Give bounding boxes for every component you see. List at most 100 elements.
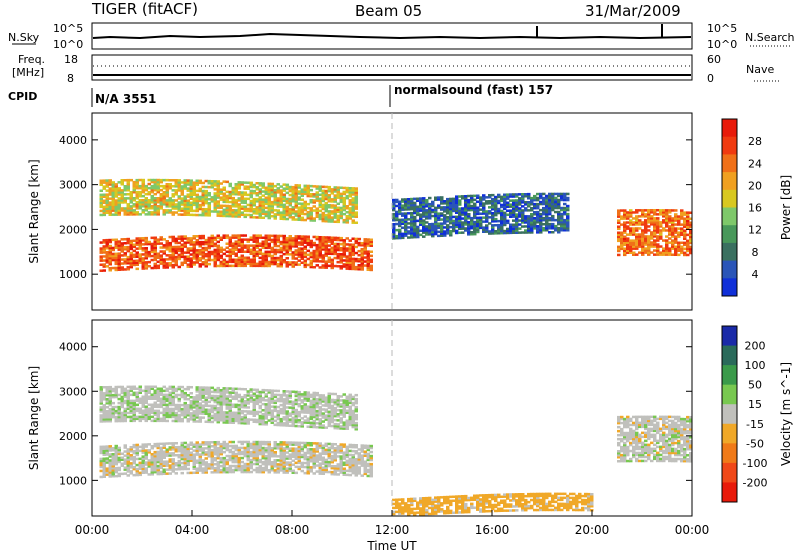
echo-cell — [689, 251, 693, 255]
echo-cell — [446, 207, 450, 211]
echo-cell — [255, 236, 259, 239]
echo-cell — [473, 214, 477, 218]
echo-cell — [111, 387, 115, 391]
echo-cell — [363, 256, 367, 259]
echo-cell — [324, 464, 328, 468]
echo-cell — [126, 450, 130, 453]
echo-cell — [327, 448, 331, 452]
echo-cell — [150, 207, 154, 210]
echo-cell — [111, 258, 115, 262]
echo-cell — [683, 241, 687, 245]
echo-cell — [186, 461, 190, 465]
echo-cell — [147, 473, 151, 476]
echo-cell — [482, 194, 486, 197]
echo-cell — [345, 217, 349, 220]
echo-cell — [126, 203, 130, 206]
echo-cell — [111, 246, 115, 250]
echo-cell — [638, 237, 642, 240]
echo-cell — [321, 215, 325, 219]
echo-cell — [318, 456, 322, 459]
echo-cell — [219, 458, 223, 462]
echo-cell — [156, 211, 160, 214]
echo-cell — [369, 468, 373, 472]
echo-cell — [186, 183, 190, 186]
echo-cell — [443, 220, 447, 223]
echo-cell — [306, 253, 310, 257]
echo-cell — [141, 247, 145, 250]
echo-cell — [129, 253, 133, 257]
echo-cell — [677, 243, 681, 246]
echo-cell — [428, 210, 432, 214]
echo-cell — [339, 253, 343, 256]
echo-cell — [108, 401, 112, 405]
echo-cell — [557, 198, 561, 202]
echo-cell — [159, 258, 163, 261]
echo-cell — [150, 197, 154, 200]
echo-cell — [174, 261, 178, 265]
echo-cell — [285, 461, 289, 464]
echo-cell — [270, 248, 274, 252]
echo-cell — [111, 467, 115, 470]
echo-cell — [156, 256, 160, 259]
echo-cell — [428, 206, 432, 210]
echo-cell — [360, 448, 364, 451]
echo-cell — [321, 238, 325, 241]
echo-cell — [120, 387, 124, 391]
echo-cell — [183, 207, 187, 210]
echo-cell — [458, 231, 462, 234]
echo-cell — [518, 201, 522, 204]
echo-cell — [240, 254, 244, 257]
echo-cell — [674, 241, 678, 244]
echo-cell — [171, 201, 175, 204]
echo-cell — [276, 205, 280, 208]
echo-cell — [425, 229, 429, 232]
echo-cell — [680, 215, 684, 218]
echo-cell — [312, 448, 316, 451]
echo-cell — [135, 239, 139, 242]
echo-cell — [369, 264, 373, 268]
echo-cell — [533, 196, 537, 200]
echo-cell — [123, 446, 127, 449]
echo-cell — [192, 199, 196, 203]
echo-cell — [219, 248, 223, 252]
echo-cell — [315, 237, 319, 241]
echo-cell — [219, 204, 223, 207]
echo-cell — [545, 225, 549, 228]
echo-cell — [653, 231, 657, 234]
echo-cell — [683, 253, 687, 257]
echo-cell — [261, 462, 265, 466]
echo-cell — [288, 209, 292, 213]
echo-cell — [303, 253, 307, 256]
echo-cell — [339, 238, 343, 242]
echo-cell — [165, 246, 169, 249]
echo-cell — [258, 250, 262, 253]
echo-cell — [458, 217, 462, 220]
echo-cell — [557, 222, 561, 226]
echo-cell — [225, 242, 229, 245]
echo-cell — [282, 203, 286, 207]
echo-cell — [213, 204, 217, 207]
echo-cell — [443, 234, 447, 237]
echo-cell — [252, 448, 256, 452]
echo-cell — [120, 254, 124, 257]
echo-cell — [186, 241, 190, 244]
echo-cell — [617, 211, 621, 214]
echo-cell — [297, 445, 301, 449]
echo-cell — [425, 199, 429, 202]
echo-cell — [108, 179, 112, 182]
echo-cell — [458, 221, 462, 224]
echo-cell — [171, 470, 175, 473]
echo-cell — [216, 190, 220, 193]
echo-cell — [401, 206, 405, 209]
echo-cell — [324, 197, 328, 201]
echo-cell — [120, 246, 124, 249]
echo-cell — [315, 256, 319, 259]
echo-cell — [180, 189, 184, 192]
echo-cell — [180, 191, 184, 194]
echo-cell — [410, 197, 414, 201]
echo-cell — [392, 202, 396, 206]
echo-cell — [99, 241, 103, 244]
echo-cell — [677, 231, 681, 234]
echo-cell — [135, 471, 139, 475]
echo-cell — [249, 201, 253, 205]
